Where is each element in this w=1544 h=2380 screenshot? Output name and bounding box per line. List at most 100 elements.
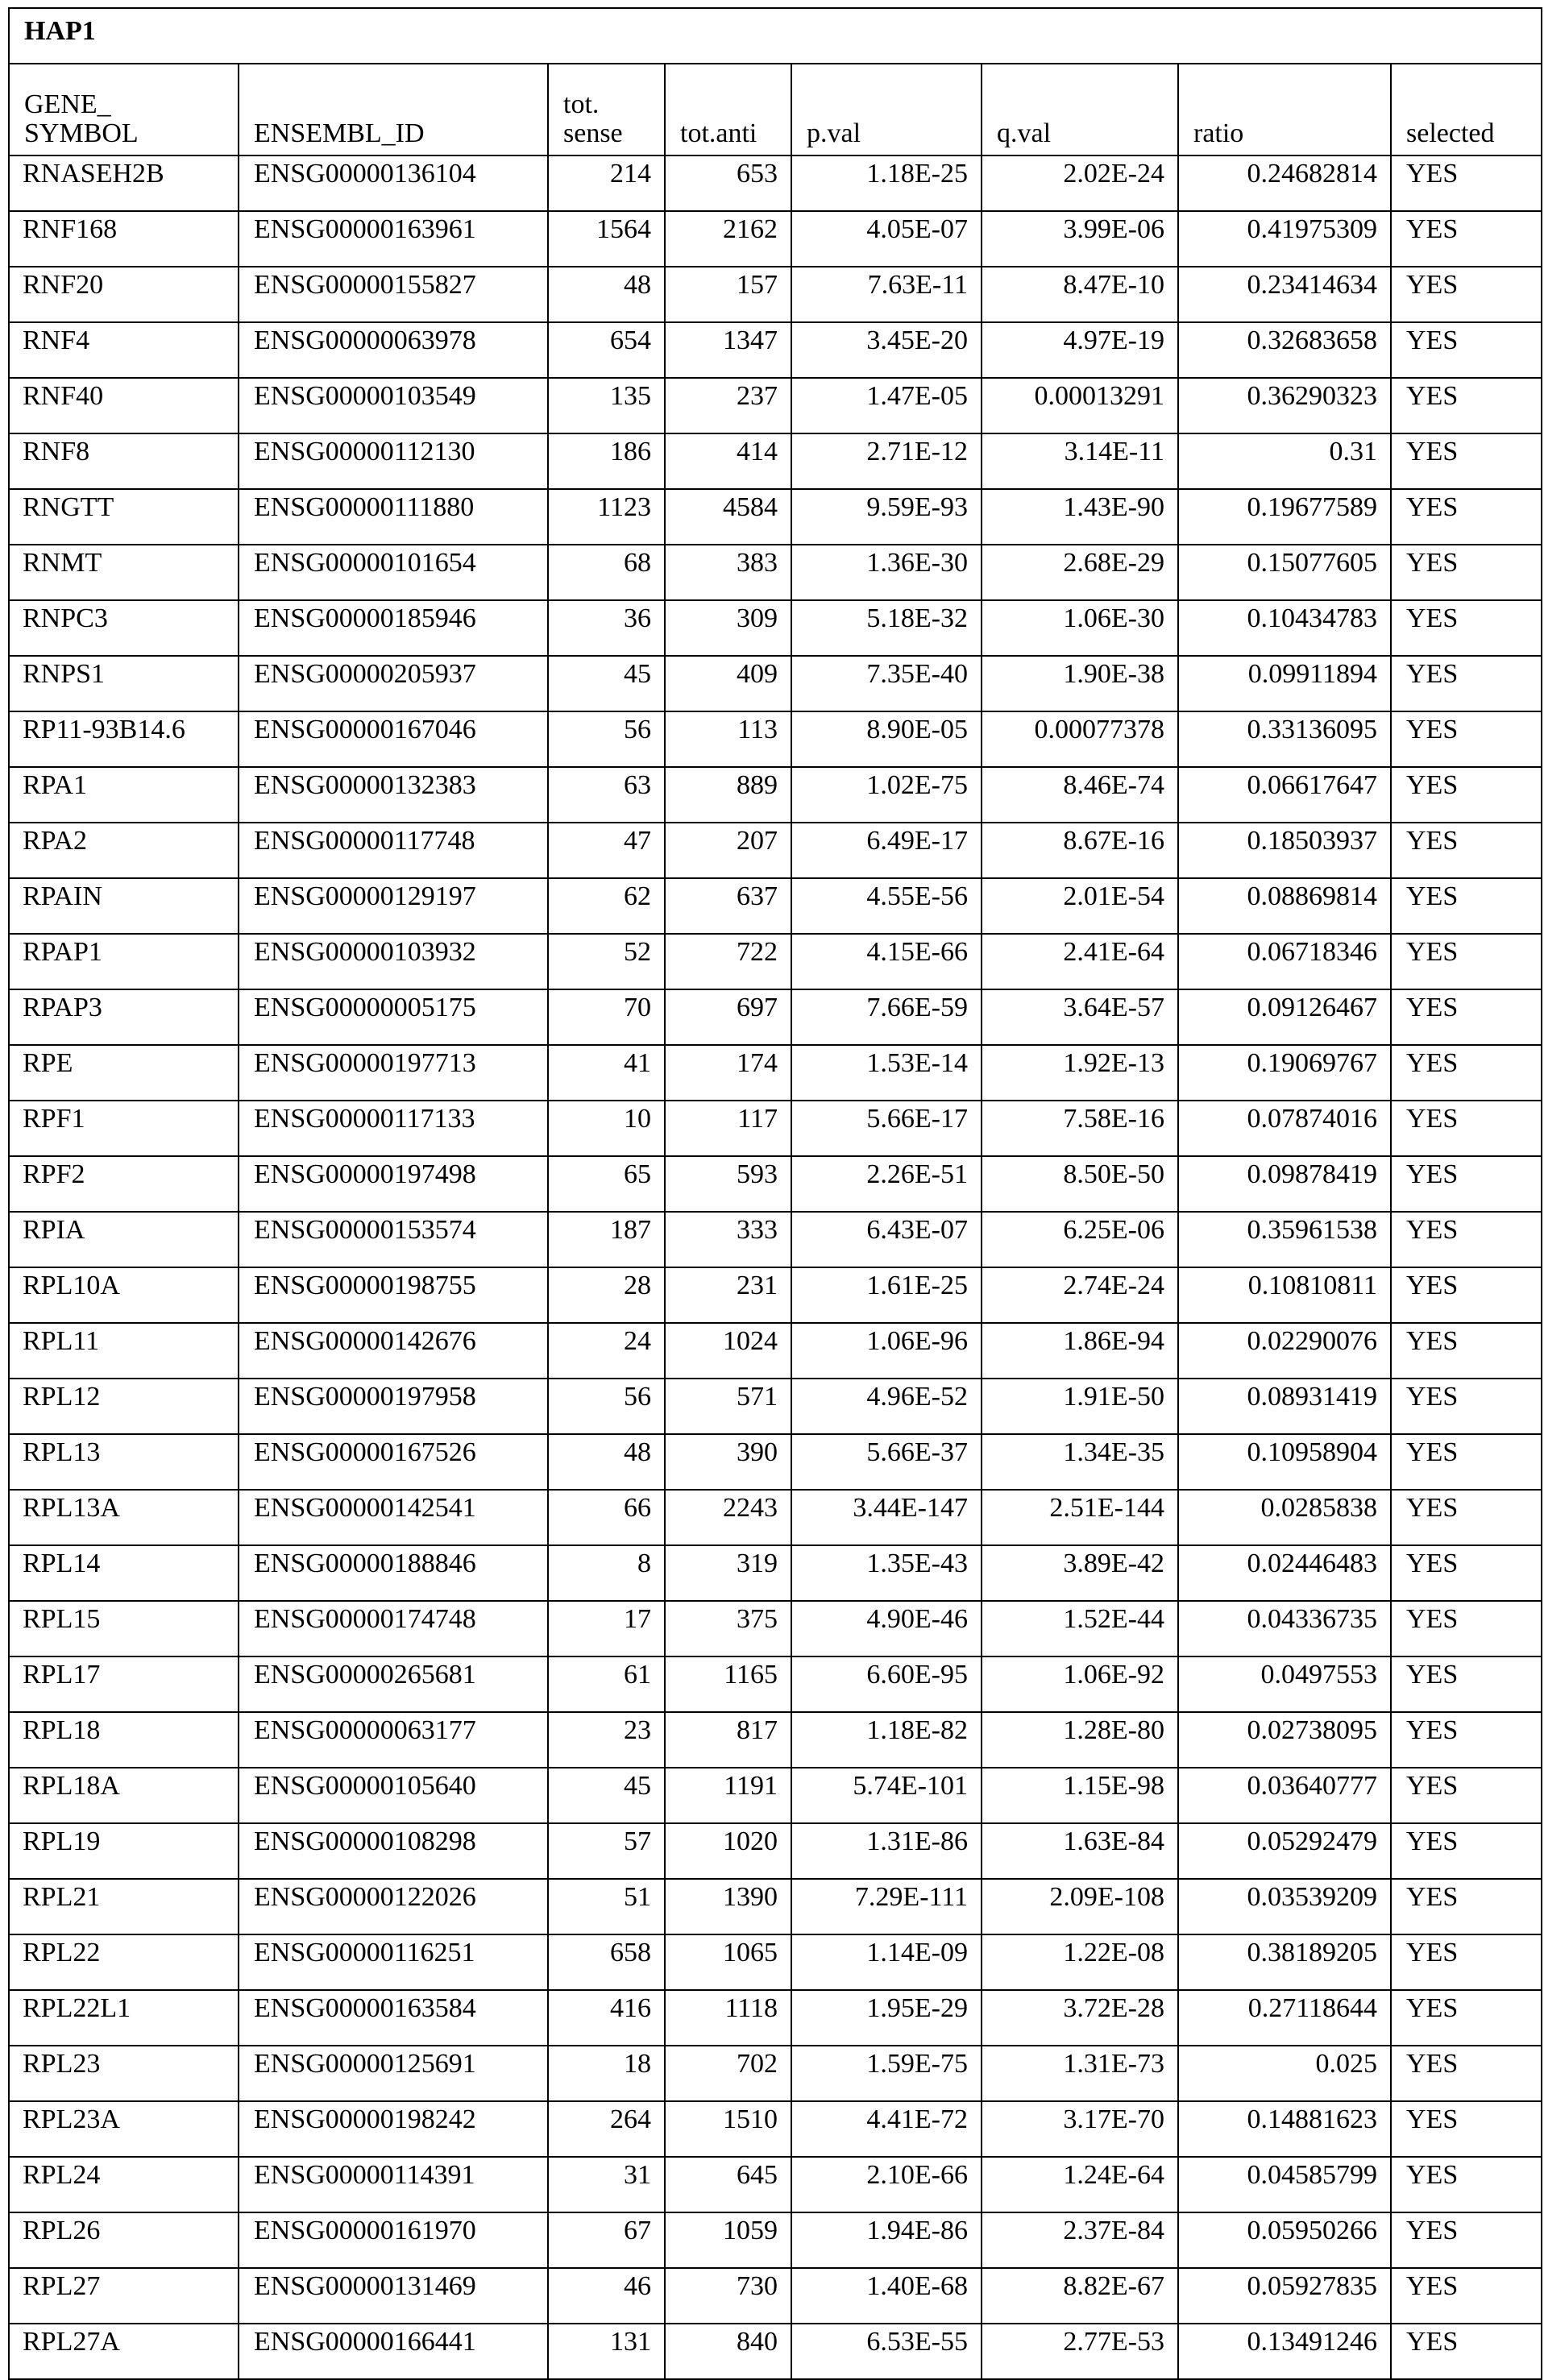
cell-selected: YES xyxy=(1391,1490,1542,1545)
cell-tot-anti: 1165 xyxy=(665,1656,791,1712)
table-row: RNMTENSG00000101654683831.36E-302.68E-29… xyxy=(9,545,1542,600)
cell-q-val: 3.89E-42 xyxy=(982,1545,1178,1601)
cell-q-val: 1.34E-35 xyxy=(982,1434,1178,1490)
cell-gene-symbol: RNPC3 xyxy=(9,600,239,656)
cell-ensembl-id: ENSG00000265681 xyxy=(239,1656,548,1712)
cell-ratio: 0.06718346 xyxy=(1178,934,1391,989)
cell-selected: YES xyxy=(1391,2101,1542,2157)
cell-q-val: 1.92E-13 xyxy=(982,1045,1178,1101)
cell-gene-symbol: RPL11 xyxy=(9,1323,239,1379)
cell-selected: YES xyxy=(1391,1879,1542,1934)
cell-ensembl-id: ENSG00000108298 xyxy=(239,1823,548,1879)
cell-tot-sense: 46 xyxy=(548,2268,665,2324)
cell-q-val: 3.64E-57 xyxy=(982,989,1178,1045)
cell-tot-sense: 187 xyxy=(548,1212,665,1267)
cell-selected: YES xyxy=(1391,1434,1542,1490)
cell-ratio: 0.09126467 xyxy=(1178,989,1391,1045)
table-row: RPL23ENSG00000125691187021.59E-751.31E-7… xyxy=(9,2046,1542,2101)
cell-ratio: 0.14881623 xyxy=(1178,2101,1391,2157)
cell-tot-anti: 817 xyxy=(665,1712,791,1768)
cell-p-val: 1.14E-09 xyxy=(791,1934,982,1990)
cell-tot-sense: 45 xyxy=(548,656,665,711)
cell-ratio: 0.08869814 xyxy=(1178,878,1391,934)
cell-q-val: 1.90E-38 xyxy=(982,656,1178,711)
cell-q-val: 2.68E-29 xyxy=(982,545,1178,600)
cell-q-val: 1.06E-30 xyxy=(982,600,1178,656)
cell-selected: YES xyxy=(1391,1045,1542,1101)
cell-tot-sense: 67 xyxy=(548,2212,665,2268)
table-row: RPL14ENSG0000018884683191.35E-433.89E-42… xyxy=(9,1545,1542,1601)
cell-tot-sense: 654 xyxy=(548,322,665,378)
cell-ensembl-id: ENSG00000136104 xyxy=(239,155,548,211)
column-header-tot-anti: tot.anti xyxy=(665,64,791,155)
cell-gene-symbol: RPL26 xyxy=(9,2212,239,2268)
cell-tot-sense: 61 xyxy=(548,1656,665,1712)
cell-ensembl-id: ENSG00000101654 xyxy=(239,545,548,600)
cell-selected: YES xyxy=(1391,600,1542,656)
column-header-ensembl-id: ENSEMBL_ID xyxy=(239,64,548,155)
column-header-tot-sense: tot. sense xyxy=(548,64,665,155)
cell-selected: YES xyxy=(1391,1545,1542,1601)
table-row: RNF168ENSG00000163961156421624.05E-073.9… xyxy=(9,211,1542,267)
cell-tot-sense: 1123 xyxy=(548,489,665,545)
column-header-row: GENE_ SYMBOLENSEMBL_IDtot. sensetot.anti… xyxy=(9,64,1542,155)
table-row: RPAP1ENSG00000103932527224.15E-662.41E-6… xyxy=(9,934,1542,989)
cell-selected: YES xyxy=(1391,545,1542,600)
cell-ensembl-id: ENSG00000198242 xyxy=(239,2101,548,2157)
cell-tot-sense: 214 xyxy=(548,155,665,211)
cell-gene-symbol: RPL15 xyxy=(9,1601,239,1656)
cell-ensembl-id: ENSG00000005175 xyxy=(239,989,548,1045)
cell-tot-sense: 416 xyxy=(548,1990,665,2046)
cell-q-val: 1.15E-98 xyxy=(982,1768,1178,1823)
cell-ensembl-id: ENSG00000198755 xyxy=(239,1267,548,1323)
cell-tot-sense: 8 xyxy=(548,1545,665,1601)
cell-ensembl-id: ENSG00000142541 xyxy=(239,1490,548,1545)
cell-tot-sense: 658 xyxy=(548,1934,665,1990)
cell-p-val: 7.29E-111 xyxy=(791,1879,982,1934)
table-row: RNPS1ENSG00000205937454097.35E-401.90E-3… xyxy=(9,656,1542,711)
cell-gene-symbol: RNF4 xyxy=(9,322,239,378)
cell-p-val: 5.66E-17 xyxy=(791,1101,982,1156)
cell-gene-symbol: RPL22 xyxy=(9,1934,239,1990)
cell-gene-symbol: RPL10A xyxy=(9,1267,239,1323)
cell-q-val: 2.51E-144 xyxy=(982,1490,1178,1545)
cell-ensembl-id: ENSG00000205937 xyxy=(239,656,548,711)
cell-tot-sense: 1564 xyxy=(548,211,665,267)
column-header-p-val: p.val xyxy=(791,64,982,155)
cell-ensembl-id: ENSG00000197958 xyxy=(239,1379,548,1434)
cell-ensembl-id: ENSG00000167526 xyxy=(239,1434,548,1490)
cell-p-val: 7.66E-59 xyxy=(791,989,982,1045)
cell-gene-symbol: RNGTT xyxy=(9,489,239,545)
cell-tot-anti: 1118 xyxy=(665,1990,791,2046)
cell-ensembl-id: ENSG00000155827 xyxy=(239,267,548,322)
cell-p-val: 1.18E-82 xyxy=(791,1712,982,1768)
cell-selected: YES xyxy=(1391,1768,1542,1823)
cell-ratio: 0.0497553 xyxy=(1178,1656,1391,1712)
cell-ratio: 0.23414634 xyxy=(1178,267,1391,322)
cell-ensembl-id: ENSG00000174748 xyxy=(239,1601,548,1656)
cell-selected: YES xyxy=(1391,322,1542,378)
cell-gene-symbol: RPA1 xyxy=(9,767,239,823)
cell-tot-anti: 653 xyxy=(665,155,791,211)
cell-gene-symbol: RPAP1 xyxy=(9,934,239,989)
cell-tot-sense: 48 xyxy=(548,267,665,322)
cell-gene-symbol: RNF8 xyxy=(9,433,239,489)
cell-tot-sense: 51 xyxy=(548,1879,665,1934)
table-body: RNASEH2BENSG000001361042146531.18E-252.0… xyxy=(9,155,1542,2379)
cell-p-val: 4.90E-46 xyxy=(791,1601,982,1656)
cell-q-val: 8.50E-50 xyxy=(982,1156,1178,1212)
cell-selected: YES xyxy=(1391,1323,1542,1379)
cell-ensembl-id: ENSG00000163584 xyxy=(239,1990,548,2046)
cell-ratio: 0.04336735 xyxy=(1178,1601,1391,1656)
cell-p-val: 4.55E-56 xyxy=(791,878,982,934)
cell-gene-symbol: RNF168 xyxy=(9,211,239,267)
cell-p-val: 3.45E-20 xyxy=(791,322,982,378)
cell-ensembl-id: ENSG00000142676 xyxy=(239,1323,548,1379)
cell-tot-sense: 28 xyxy=(548,1267,665,1323)
cell-tot-sense: 24 xyxy=(548,1323,665,1379)
cell-tot-anti: 593 xyxy=(665,1156,791,1212)
cell-gene-symbol: RPF2 xyxy=(9,1156,239,1212)
table-row: RPL17ENSG000002656816111656.60E-951.06E-… xyxy=(9,1656,1542,1712)
cell-tot-anti: 1020 xyxy=(665,1823,791,1879)
cell-q-val: 3.14E-11 xyxy=(982,433,1178,489)
